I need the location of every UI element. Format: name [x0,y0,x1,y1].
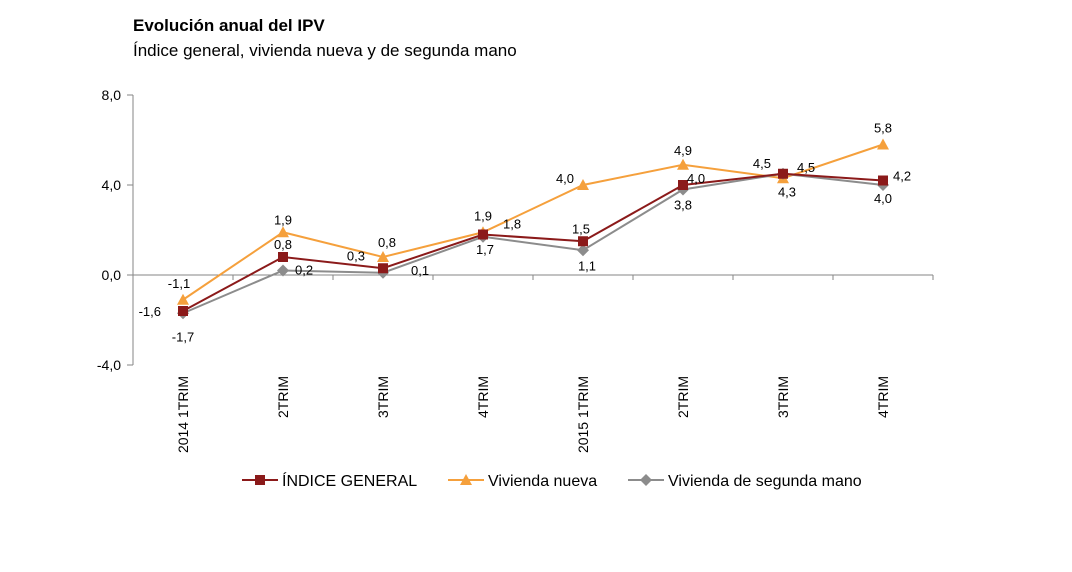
data-label: 4,2 [893,169,911,184]
data-point-marker [278,252,288,262]
x-tick-label: 2014 1TRIM [175,376,191,453]
x-tick-label: 3TRIM [375,376,391,418]
chart-legend: ÍNDICE GENERAL Vivienda nueva Vivienda de … [242,471,862,490]
data-label: 1,1 [578,258,596,273]
data-point-marker [677,158,689,170]
data-label: 0,1 [411,263,429,278]
data-point-marker [678,180,688,190]
chart-series [177,138,889,320]
data-point-marker [577,179,589,190]
data-label: 4,0 [874,191,892,206]
data-point-marker [478,229,488,240]
series-0 [178,168,888,316]
data-label: 4,0 [556,171,574,186]
y-tick-label: 8,0 [102,87,122,103]
data-point-marker [778,168,788,179]
legend-label: Vivienda nueva [488,473,597,490]
data-label: 0,8 [274,237,292,252]
data-point-marker [460,474,472,485]
chart-data-labels: -1,6 0,8 0,3 1,8 1,5 4,0 4,5 4,2 -1,1 1,9 0,8 1,9 4,… [139,121,911,345]
data-label: -1,7 [172,329,194,344]
legend-label: Vivienda de segunda mano [668,473,862,490]
legend-label: ÍNDICE GENERAL [282,471,417,490]
data-point-marker [640,474,652,486]
legend-item-2: Vivienda de segunda mano [628,473,862,490]
data-label: 0,8 [378,235,396,250]
data-point-marker [255,475,265,485]
x-tick-label: 4TRIM [475,376,491,418]
data-label: 4,5 [797,160,815,175]
data-label: 3,8 [674,198,692,213]
x-tick-label: 2015 1TRIM [575,376,591,453]
data-label: 4,5 [753,156,771,171]
y-tick-label: 4,0 [102,177,122,193]
x-tick-label: 4TRIM [875,376,891,418]
data-point-marker [878,175,888,186]
chart-title: Evolución anual del IPV [133,16,325,35]
data-point-marker [277,226,289,238]
data-label: 5,8 [874,121,892,136]
data-point-marker [578,236,588,247]
data-point-marker [378,263,388,274]
x-tick-label: 2TRIM [275,376,291,418]
y-tick-label: -4,0 [97,357,121,373]
data-label: 4,9 [674,143,692,158]
data-label: 1,9 [474,208,492,223]
data-point-marker [178,306,188,316]
data-label: 1,5 [572,221,590,236]
y-tick-label: 0,0 [102,267,122,283]
data-point-marker [877,138,889,150]
chart-subtitle: Índice general, vivienda nueva y de segu… [133,41,517,60]
series-line [182,172,884,312]
data-point-marker [577,244,589,257]
data-label: 0,2 [295,263,313,278]
legend-item-1: Vivienda nueva [448,473,597,490]
legend-item-0: ÍNDICE GENERAL [242,471,417,490]
data-point-marker [277,264,289,277]
data-point-marker [377,251,389,262]
data-point-marker [177,293,189,305]
data-label: 1,9 [274,212,292,227]
data-label: -1,6 [139,304,161,319]
data-label: 1,8 [503,217,521,232]
data-label: -1,1 [168,276,190,291]
x-tick-label: 2TRIM [675,376,691,418]
data-label: 4,0 [687,171,705,186]
data-label: 0,3 [347,248,365,263]
data-label: 1,7 [476,242,494,257]
x-tick-label: 3TRIM [775,376,791,418]
chart-axes: -4,0 0,0 4,0 8,0 2014 1TRIM 2TRIM 3TRIM 4TRIM 20… [97,87,934,453]
data-label: 4,3 [778,184,796,199]
